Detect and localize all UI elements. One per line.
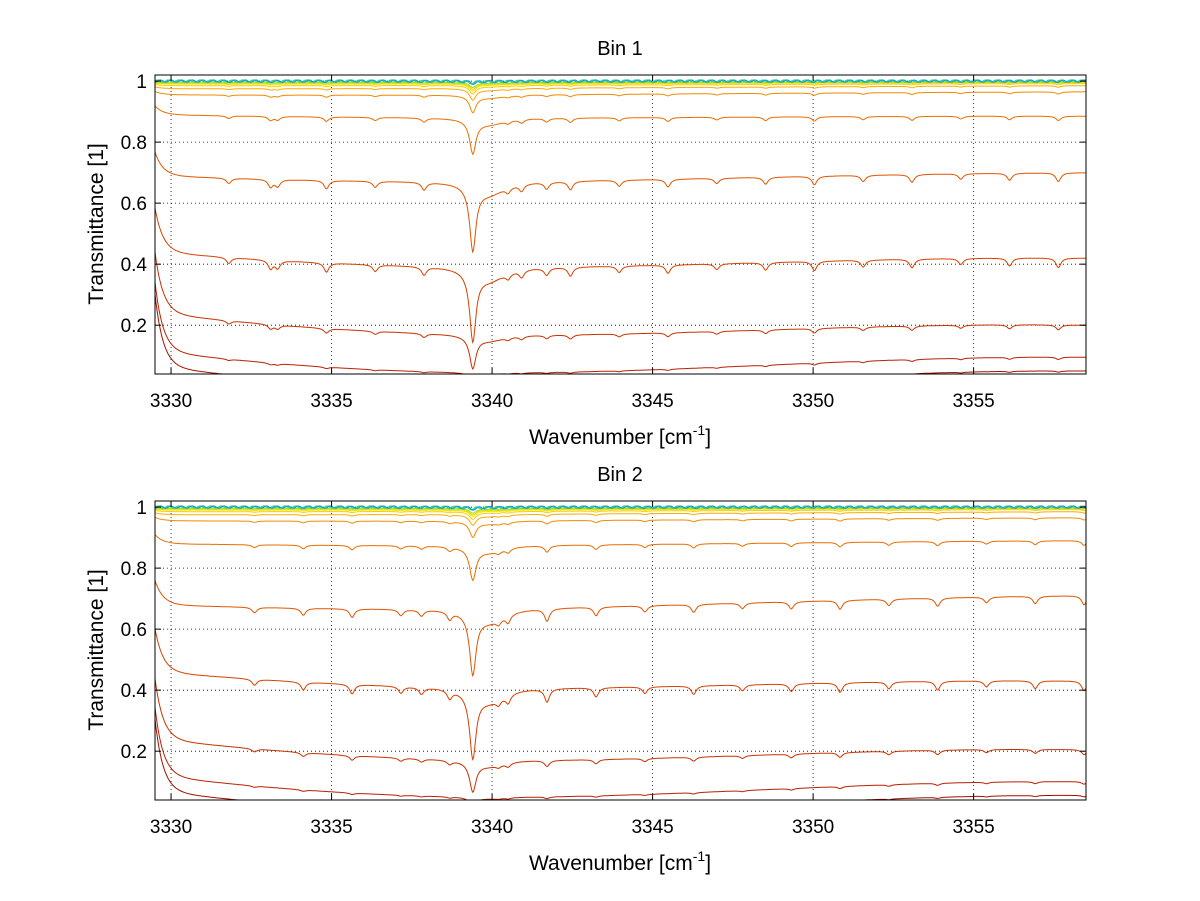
bin-1-y-tick-label-1: 0.4 — [121, 255, 148, 276]
bin-2-x-tick-label-4: 3350 — [792, 817, 834, 838]
bin-1-series-11 — [155, 151, 1086, 254]
bin-2-x-tick-label-3: 3345 — [631, 817, 673, 838]
bin-1-series-12 — [155, 207, 1086, 345]
bin-1-x-tick-label-5: 3355 — [952, 391, 994, 412]
bin-2-series-8 — [155, 511, 1086, 526]
bin-1-series-14 — [155, 282, 1086, 374]
bin-1-x-tick-label-1: 3335 — [310, 391, 352, 412]
bin-2-x-tick-label-2: 3340 — [471, 817, 513, 838]
bin-1-series-10 — [155, 105, 1086, 156]
bin-1-x-axis-label: Wavenumber [cm-1] — [529, 422, 711, 449]
bin-2-y-axis-label: Transmittance [1] — [85, 569, 108, 730]
bin-1-series-2 — [155, 79, 1086, 85]
bin-1-x-tick-label-0: 3330 — [150, 391, 192, 412]
bin-2-x-axis-label-main: Wavenumber [cm — [529, 852, 693, 875]
bin-1-x-axis-label-tail: ] — [705, 426, 711, 449]
bin-1-x-axis-label-main: Wavenumber [cm — [529, 426, 693, 449]
bin-2-x-tick-label-5: 3355 — [952, 817, 994, 838]
bin-2-x-tick-label-1: 3335 — [310, 817, 352, 838]
bin-2-series-10 — [155, 534, 1086, 582]
bin-1-x-tick-label-4: 3350 — [792, 391, 834, 412]
bin-1-x-tick-label-2: 3340 — [471, 391, 513, 412]
bin-1-series-9 — [155, 90, 1086, 114]
bin-1-panel: Bin 1 3330 3335 3340 3345 3350 3355 0.2 0.4 0.6 0… — [85, 38, 1087, 449]
bin-2-y-tick-label-4: 1 — [136, 498, 147, 519]
bin-1-series-1 — [155, 79, 1086, 85]
bin-2-series-1 — [155, 505, 1086, 511]
bin-1-x-tick-label-3: 3345 — [631, 391, 673, 412]
bin-1-x-axis-label-sup: -1 — [693, 422, 706, 438]
bin-2-series-2 — [155, 505, 1086, 511]
bin-2-x-axis-label: Wavenumber [cm-1] — [529, 848, 711, 875]
bin-2-series-13 — [155, 678, 1086, 794]
bin-2-panel: Bin 2 3330 3335 3340 3345 3350 3355 0.2 0.4 0.6 0… — [85, 464, 1087, 875]
bin-2-x-tick-label-0: 3330 — [150, 817, 192, 838]
bin-2-series-9 — [155, 516, 1086, 539]
bin-2-y-tick-label-1: 0.4 — [121, 681, 148, 702]
bin-2-series-11 — [155, 580, 1086, 678]
bin-1-axes-box — [154, 74, 1087, 375]
bin-1-y-tick-label-4: 1 — [136, 72, 147, 93]
bin-1-y-axis-label: Transmittance [1] — [85, 143, 108, 304]
bin-2-axes-box — [154, 500, 1087, 801]
bin-1-series-13 — [155, 252, 1086, 370]
bin-2-series-6 — [155, 508, 1086, 518]
bin-2-x-axis-label-tail: ] — [705, 852, 711, 875]
bin-1-y-tick-label-2: 0.6 — [121, 194, 147, 215]
bin-2-y-tick-label-2: 0.6 — [121, 620, 147, 641]
bin-2-series-15 — [155, 718, 1086, 800]
bin-2-y-tick-label-0: 0.2 — [121, 742, 147, 763]
bin-1-y-tick-label-3: 0.8 — [121, 133, 147, 154]
bin-1-y-tick-label-0: 0.2 — [121, 316, 147, 337]
bin-1-series-7 — [155, 83, 1086, 95]
bin-1-title: Bin 1 — [597, 38, 643, 60]
bin-2-ticks: 3330 3335 3340 3345 3350 3355 0.2 0.4 0.6 0.8 1 — [121, 498, 1086, 838]
bin-2-series-12 — [155, 628, 1086, 761]
bin-1-series-15 — [155, 293, 1086, 374]
bin-2-series-7 — [155, 509, 1086, 521]
bin-1-series-8 — [155, 85, 1086, 101]
bin-2-y-tick-label-3: 0.8 — [121, 559, 147, 580]
bin-1-ticks: 3330 3335 3340 3345 3350 3355 0.2 0.4 0.6 0.8 1 — [121, 72, 1086, 412]
bin-1-series-group — [155, 79, 1086, 374]
bin-2-series-14 — [155, 706, 1086, 800]
bin-2-x-axis-label-sup: -1 — [693, 848, 706, 864]
bin-2-title: Bin 2 — [597, 464, 643, 486]
bin-1-series-6 — [155, 82, 1086, 92]
bin-2-series-group — [155, 505, 1086, 800]
